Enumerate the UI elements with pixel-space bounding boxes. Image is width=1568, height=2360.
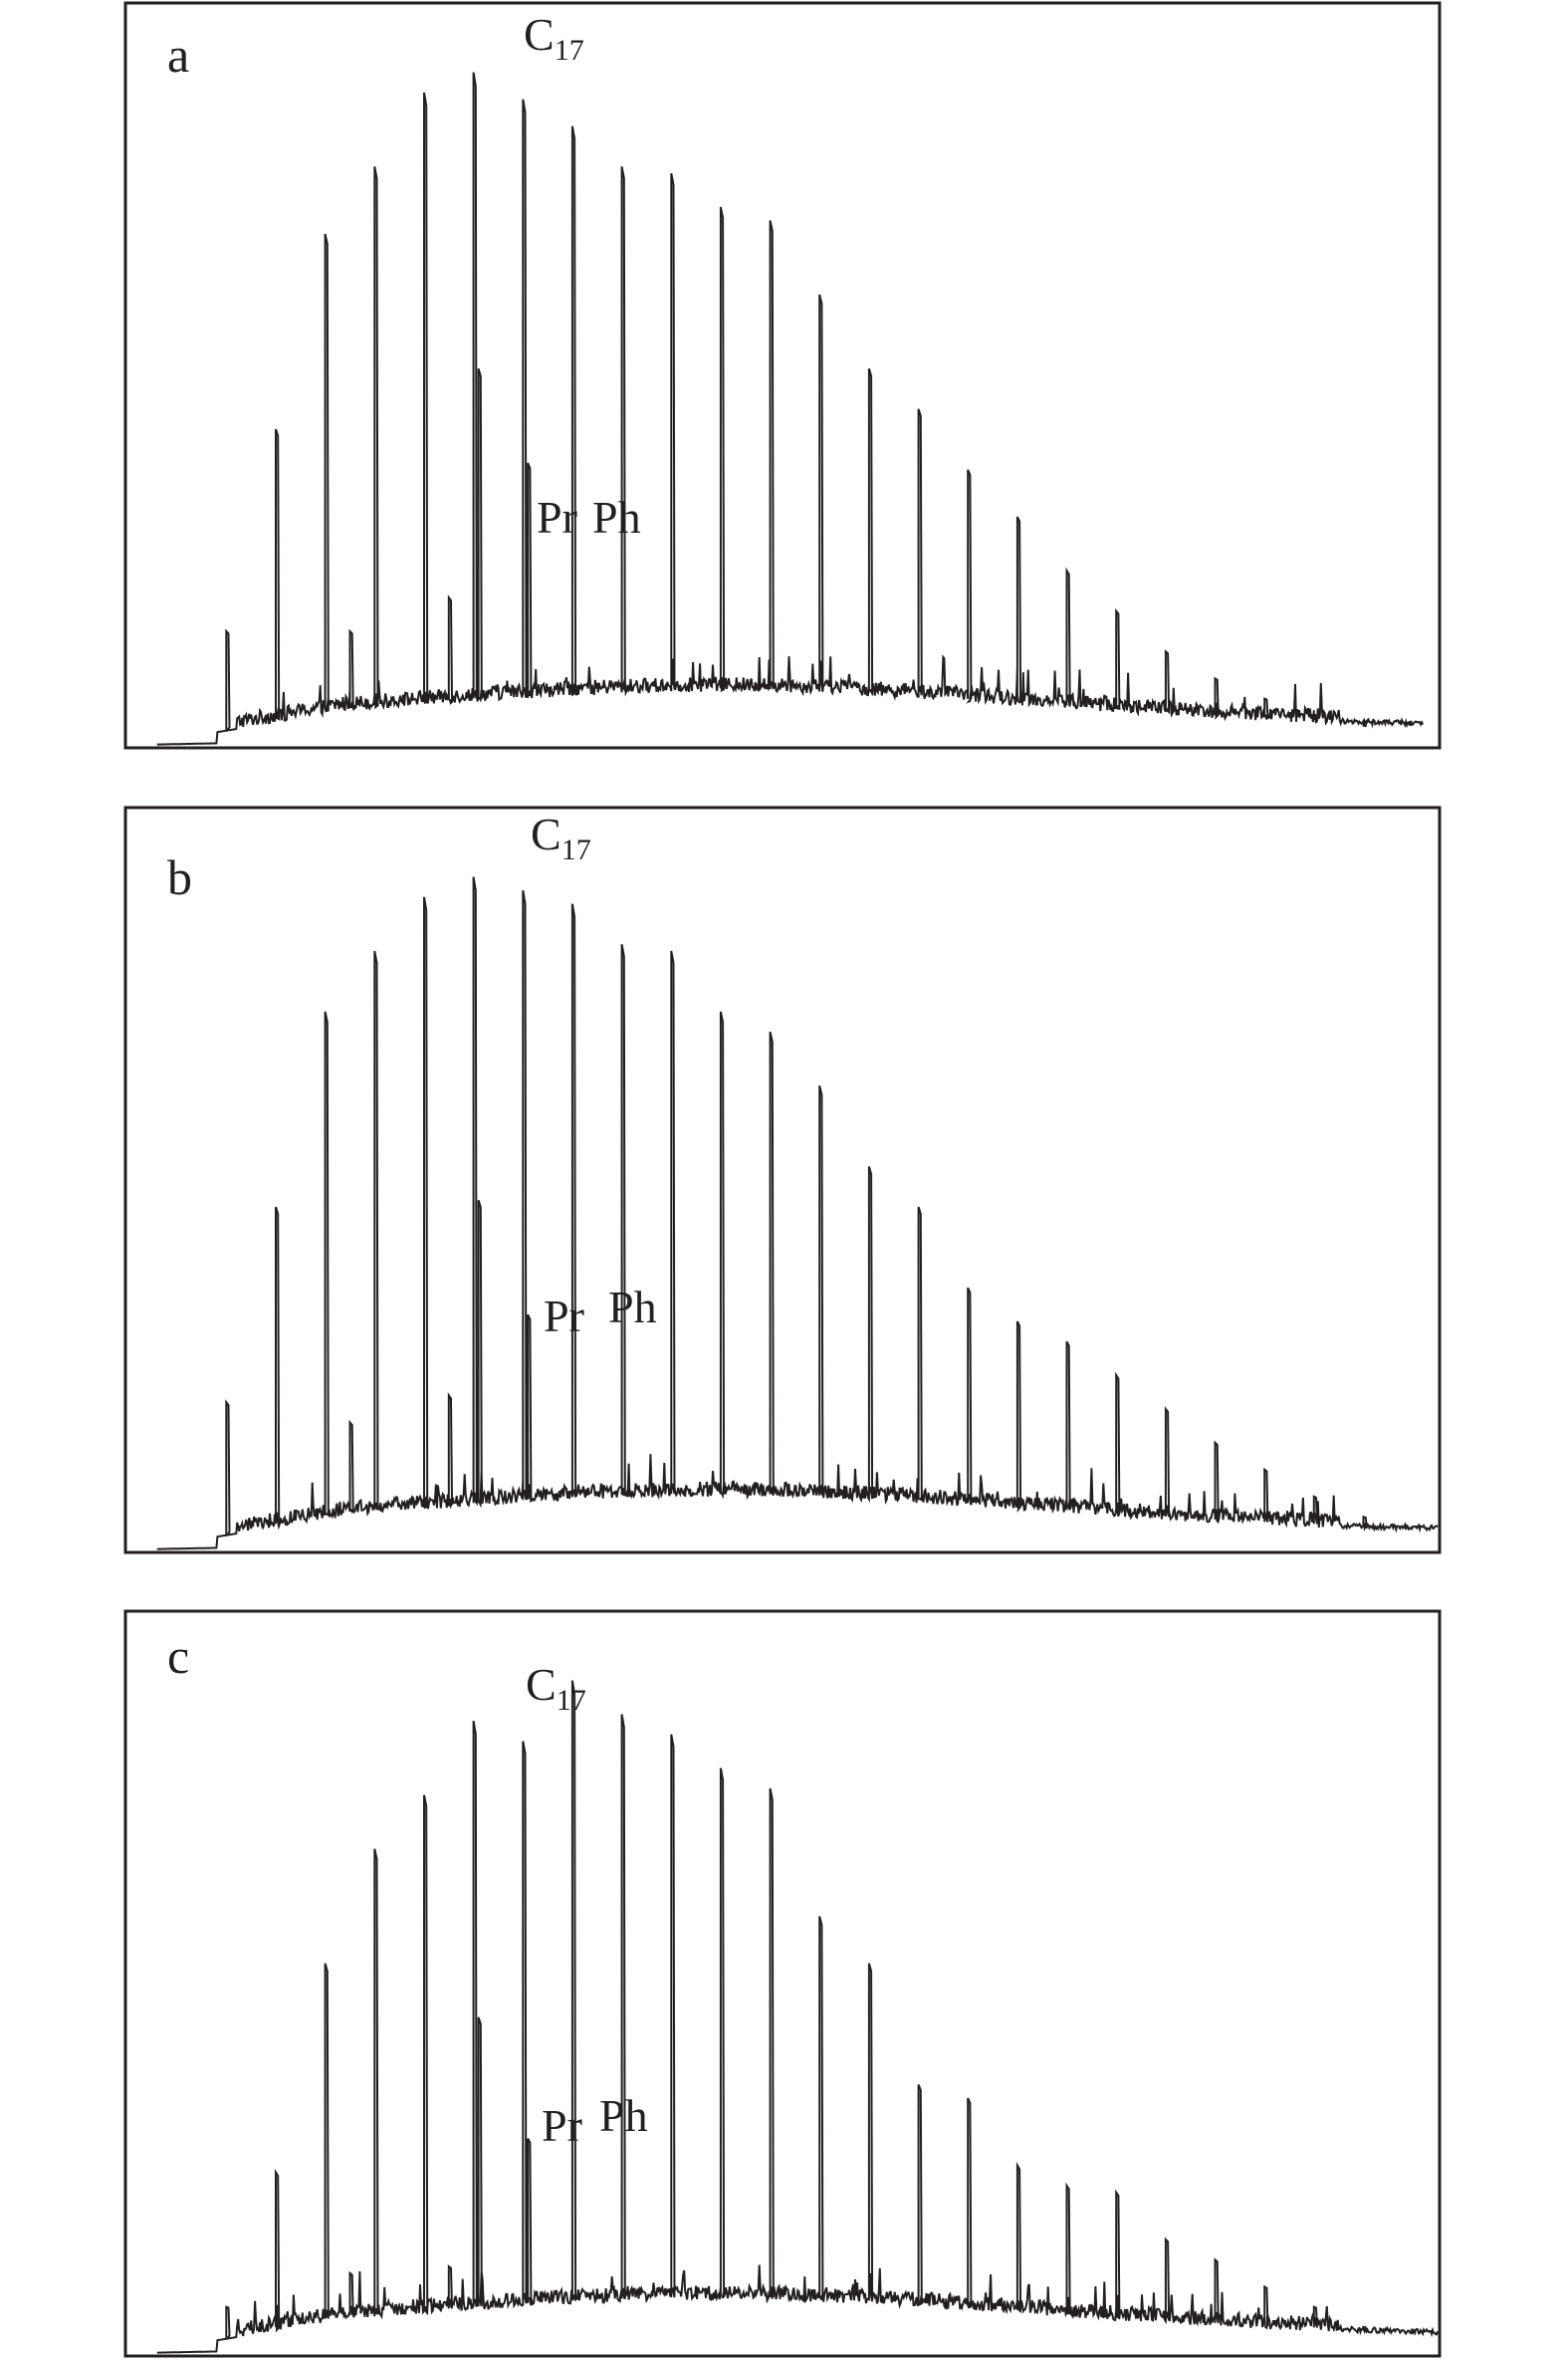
- panel-c-frame: [123, 1609, 1442, 2358]
- panel-b-ph-label: Ph: [608, 1282, 657, 1332]
- panel-b-pr-label: Pr: [544, 1291, 584, 1341]
- panel-c-trace: [156, 1680, 1439, 2354]
- panel-c: c C17 Pr Ph: [123, 1609, 1442, 2358]
- panel-c-ph-label: Ph: [599, 2090, 648, 2141]
- panel-a-c17-label: C17: [524, 9, 584, 67]
- panel-a-frame: [123, 1, 1442, 750]
- panel-a-trace: [156, 72, 1425, 746]
- panel-a-pr-label: Pr: [537, 492, 577, 543]
- panel-c-label: c: [167, 1628, 189, 1684]
- panel-a-label: a: [167, 27, 189, 83]
- panel-b-frame: [123, 806, 1442, 1554]
- panel-b: b C17 Pr Ph: [123, 806, 1442, 1554]
- panel-a-ph-label: Ph: [592, 492, 641, 543]
- panel-c-c17-label: C17: [526, 1659, 586, 1717]
- panel-b-trace: [156, 876, 1439, 1550]
- panel-b-label: b: [167, 849, 192, 905]
- panel-a: a C17 Pr Ph: [123, 1, 1442, 750]
- panel-b-c17-label: C17: [531, 809, 591, 866]
